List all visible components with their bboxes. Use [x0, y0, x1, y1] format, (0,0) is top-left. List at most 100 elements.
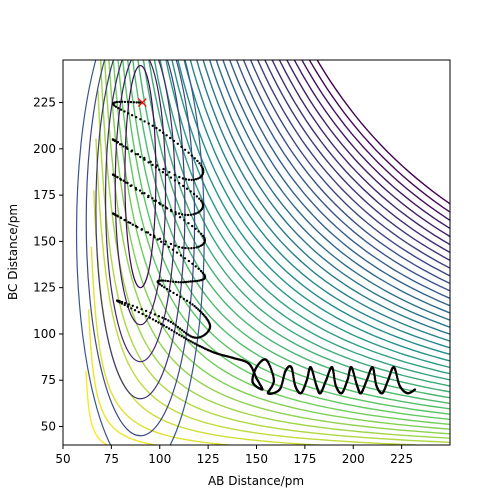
trajectory-point — [195, 343, 198, 346]
contour-lines — [75, 60, 450, 445]
trajectory-point — [199, 269, 203, 273]
trajectory-point — [129, 221, 132, 225]
contour-line — [215, 60, 450, 314]
trajectory-point — [172, 291, 175, 295]
trajectory-point — [187, 222, 190, 225]
trajectory-point — [197, 267, 200, 270]
contour-line — [75, 60, 205, 445]
trajectory-point — [120, 100, 124, 104]
contour-line — [137, 60, 450, 399]
trajectory-point — [312, 374, 315, 377]
trajectory-point — [162, 324, 165, 327]
trajectory-point — [196, 159, 199, 163]
contour-line — [95, 60, 186, 400]
trajectory-point — [194, 227, 197, 230]
x-tick-label: 225 — [390, 452, 413, 466]
contour-line — [165, 60, 450, 369]
trajectory-point — [131, 223, 134, 226]
trajectory-point — [181, 281, 185, 284]
contour-line — [95, 138, 417, 445]
contour-line — [99, 60, 450, 439]
trajectory-point — [123, 303, 126, 307]
trajectory-point — [164, 240, 167, 243]
trajectory-point — [140, 192, 144, 195]
trajectory-point — [171, 248, 175, 251]
trajectory-point — [129, 100, 133, 104]
trajectory-point — [139, 118, 142, 121]
trajectory-point — [177, 245, 181, 249]
x-tick-label: 200 — [342, 452, 365, 466]
trajectory-point — [135, 116, 138, 119]
contour-line — [171, 60, 450, 362]
trajectory-point — [122, 145, 125, 148]
trajectory-point — [179, 281, 183, 284]
y-tick-label: 125 — [33, 281, 56, 295]
trajectory-point — [197, 230, 200, 233]
trajectory-point — [169, 289, 172, 293]
trajectory-point — [373, 374, 376, 377]
y-axis-ticks: 50 75 100 125 150 175 200 225 — [33, 96, 63, 433]
trajectory-point — [155, 126, 158, 130]
trajectory-point — [144, 309, 148, 313]
trajectory-point — [183, 280, 187, 284]
x-tick-label: 50 — [55, 452, 70, 466]
trajectory-point — [200, 164, 203, 167]
trajectory-point — [113, 104, 116, 107]
trajectory-point — [191, 280, 195, 283]
trajectory-point — [183, 257, 187, 260]
trajectory-point — [179, 295, 182, 299]
contour-line — [208, 60, 450, 321]
trajectory-point — [158, 283, 162, 286]
trajectory-point — [174, 280, 178, 284]
contour-line — [159, 60, 450, 375]
trajectory-point — [126, 305, 130, 308]
trajectory-point — [126, 181, 129, 185]
trajectory-point — [191, 303, 194, 306]
trajectory-point — [189, 213, 193, 216]
trajectory-point — [178, 216, 182, 219]
trajectory-point — [170, 329, 173, 332]
trajectory-point — [123, 110, 126, 113]
trajectory-point — [118, 100, 121, 104]
trajectory-point — [156, 238, 159, 241]
trajectory-point — [161, 204, 165, 207]
trajectory-point — [165, 325, 168, 329]
trajectory-point — [196, 279, 199, 283]
trajectory-point — [196, 211, 199, 214]
y-tick-label: 100 — [33, 327, 56, 341]
trajectory-point — [166, 207, 169, 210]
trajectory-point — [186, 333, 189, 336]
trajectory-point — [123, 100, 127, 104]
trajectory-point — [174, 211, 177, 214]
trajectory-point — [179, 254, 183, 257]
trajectory-point — [163, 286, 166, 289]
trajectory-point — [170, 210, 173, 213]
trajectory-point — [149, 160, 152, 163]
x-tick-label: 100 — [148, 452, 171, 466]
trajectory-point — [124, 301, 127, 305]
trajectory-point — [151, 318, 155, 321]
trajectory-point — [172, 322, 175, 325]
trajectory-point — [116, 141, 119, 144]
trajectory-point — [135, 101, 138, 104]
trajectory-point — [114, 105, 118, 109]
x-tick-label: 125 — [197, 452, 220, 466]
trajectory-point — [137, 310, 140, 314]
contour-line — [249, 60, 450, 277]
trajectory-point — [162, 167, 165, 171]
trajectory-point — [136, 226, 139, 229]
trajectory-point — [189, 340, 192, 343]
trajectory-point — [395, 374, 398, 377]
contour-line — [271, 60, 450, 254]
trajectory-point — [178, 182, 181, 185]
y-tick-label: 50 — [41, 419, 56, 433]
trajectory-point — [175, 332, 178, 335]
trajectory-point — [201, 312, 205, 316]
trajectory-point — [270, 369, 273, 372]
y-tick-label: 225 — [33, 96, 56, 110]
trajectory-point — [199, 244, 202, 247]
trajectory-point — [134, 186, 137, 190]
trajectory-point — [199, 279, 203, 282]
contour-line — [108, 60, 450, 430]
